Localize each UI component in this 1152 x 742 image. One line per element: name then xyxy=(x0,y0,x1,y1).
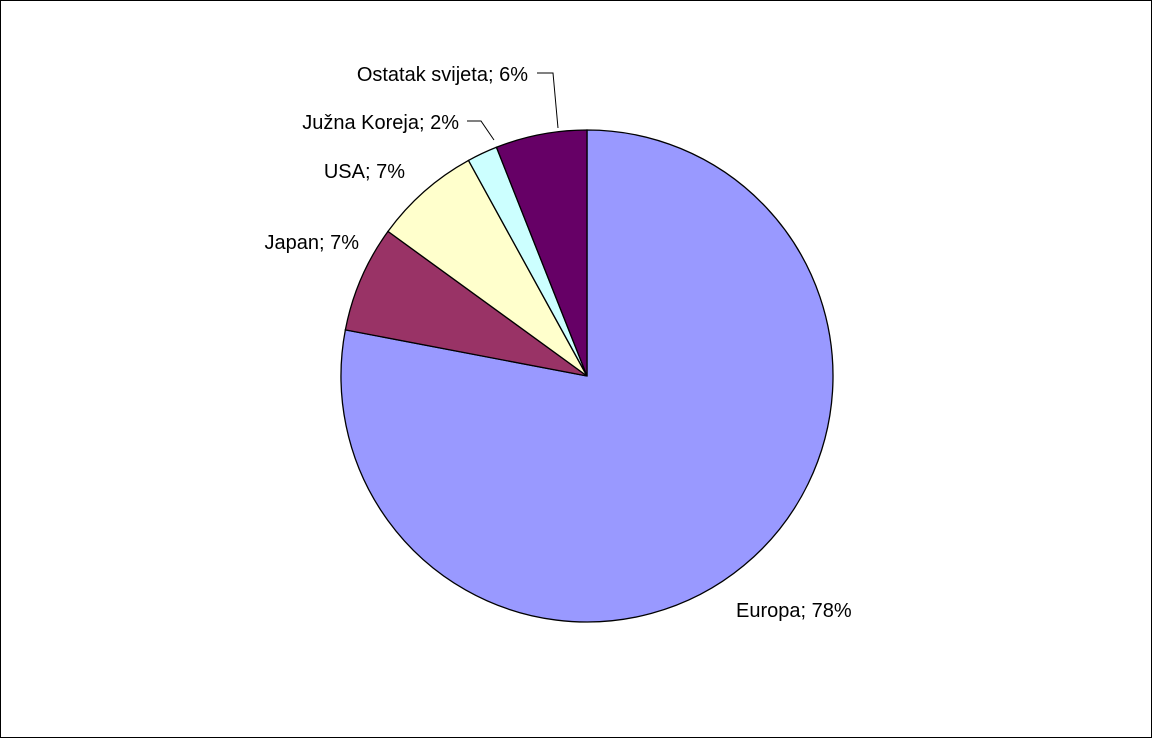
data-label-europa: Europa; 78% xyxy=(736,600,852,622)
leader-line-ostatak-svijeta xyxy=(537,72,559,129)
data-label-usa: USA; 7% xyxy=(324,161,405,183)
pie-slices xyxy=(340,129,834,623)
leader-lines xyxy=(467,72,559,141)
pie-slice-japan xyxy=(344,230,588,377)
data-label-ostatak-svijeta: Ostatak svijeta; 6% xyxy=(357,64,528,86)
data-label-japan: Japan; 7% xyxy=(264,232,359,254)
data-labels: Europa; 78% Japan; 7% USA; 7% Južna Koreja;… xyxy=(264,64,851,622)
data-label-juzna-koreja: Južna Koreja; 2% xyxy=(302,112,459,134)
pie-slice-ostatak-svijeta xyxy=(495,129,588,377)
leader-line-juzna-koreja xyxy=(467,120,495,141)
pie-slice-usa xyxy=(387,159,588,377)
